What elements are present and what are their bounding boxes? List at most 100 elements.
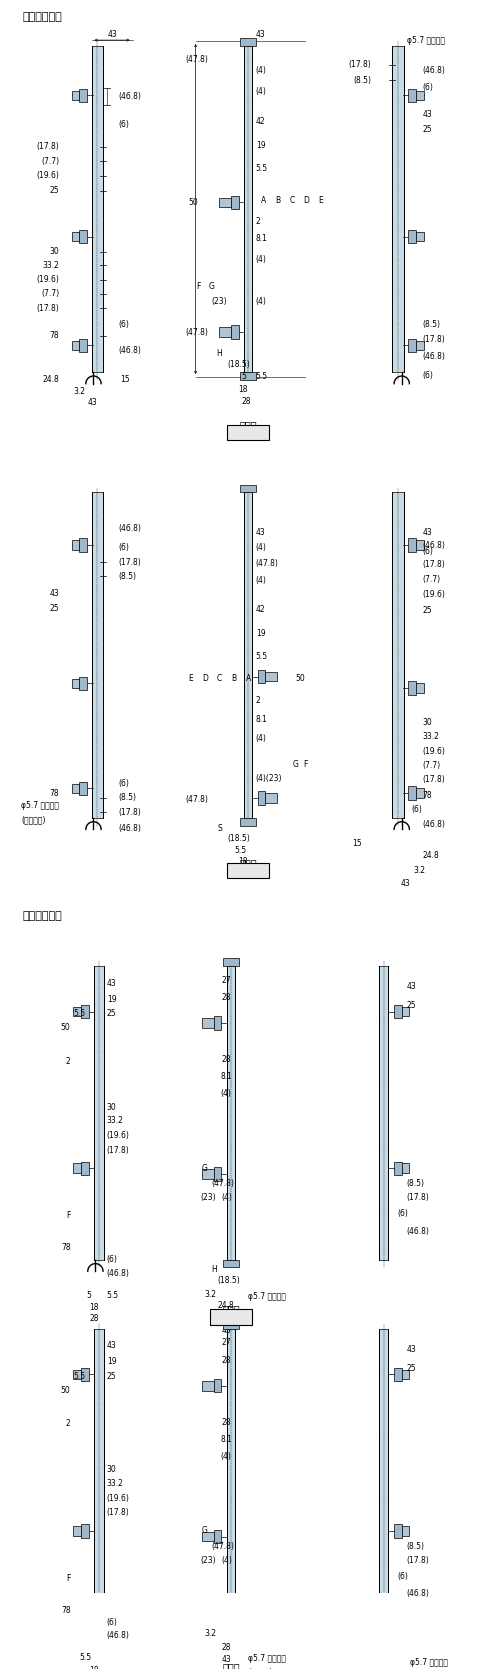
Bar xyxy=(416,541,424,549)
Text: 28: 28 xyxy=(222,1314,231,1322)
Bar xyxy=(266,673,276,681)
Bar xyxy=(79,539,87,552)
Text: (6): (6) xyxy=(107,1255,118,1265)
Bar xyxy=(408,681,416,694)
Text: (46.8): (46.8) xyxy=(422,541,446,551)
Bar xyxy=(402,1525,409,1535)
Text: 28: 28 xyxy=(222,1417,231,1427)
Bar xyxy=(79,781,87,794)
Text: F: F xyxy=(66,1212,70,1220)
Text: (4): (4) xyxy=(256,87,266,97)
Bar xyxy=(74,1006,81,1016)
Text: 18: 18 xyxy=(90,1303,99,1312)
Bar xyxy=(244,45,252,372)
Text: (4): (4) xyxy=(220,1452,232,1460)
Text: (6): (6) xyxy=(397,1572,408,1581)
Text: F: F xyxy=(196,282,200,290)
Bar xyxy=(74,1163,81,1173)
Bar xyxy=(214,1379,222,1392)
Bar xyxy=(92,45,103,372)
Bar xyxy=(79,230,87,244)
Bar xyxy=(408,339,416,352)
Bar xyxy=(416,340,424,350)
Text: 25: 25 xyxy=(50,604,59,614)
Text: 8.1: 8.1 xyxy=(256,714,268,724)
Text: 5: 5 xyxy=(241,372,246,382)
Text: (4): (4) xyxy=(256,67,266,75)
Text: 42: 42 xyxy=(256,117,266,125)
Text: 5.5: 5.5 xyxy=(80,1654,92,1662)
Text: E: E xyxy=(188,674,193,683)
Text: (46.8): (46.8) xyxy=(118,524,141,532)
Text: 24.8: 24.8 xyxy=(42,376,59,384)
Text: (4): (4) xyxy=(256,544,266,552)
Text: 30: 30 xyxy=(107,1465,117,1474)
Text: 3.2: 3.2 xyxy=(204,1290,216,1298)
Bar xyxy=(74,1370,81,1379)
Text: (17.8): (17.8) xyxy=(118,557,141,567)
Text: 受光器: 受光器 xyxy=(222,1662,240,1669)
Text: G: G xyxy=(202,1527,207,1535)
Text: (17.8): (17.8) xyxy=(422,774,446,784)
Bar xyxy=(227,1329,234,1622)
Bar xyxy=(392,45,404,372)
Bar xyxy=(402,1163,409,1173)
Text: 27: 27 xyxy=(222,976,231,985)
Text: (18.5): (18.5) xyxy=(227,834,250,843)
Text: (19.6): (19.6) xyxy=(36,172,59,180)
Bar xyxy=(72,232,79,242)
Bar xyxy=(408,786,416,799)
Text: 《背面安裝》: 《背面安裝》 xyxy=(23,12,62,22)
Text: 25: 25 xyxy=(422,606,432,616)
Bar xyxy=(379,966,388,1260)
Text: (6): (6) xyxy=(107,1617,118,1627)
Text: (6): (6) xyxy=(422,371,434,379)
Text: (18.5): (18.5) xyxy=(227,361,250,369)
Bar xyxy=(214,1530,222,1544)
Text: D: D xyxy=(304,195,309,205)
Text: (17.8): (17.8) xyxy=(107,1509,130,1517)
Text: (47.8): (47.8) xyxy=(185,796,208,804)
Text: 24.8: 24.8 xyxy=(422,851,440,860)
Text: (7.7): (7.7) xyxy=(41,157,59,165)
Text: 19: 19 xyxy=(107,995,117,1003)
Bar xyxy=(79,676,87,689)
Bar xyxy=(202,1380,213,1390)
Text: 43: 43 xyxy=(422,527,432,537)
Text: G: G xyxy=(293,759,298,769)
Bar xyxy=(81,1367,88,1380)
Text: 25: 25 xyxy=(422,125,432,134)
Text: 27: 27 xyxy=(222,1339,231,1347)
Text: 5.5: 5.5 xyxy=(256,165,268,174)
Text: (46.8): (46.8) xyxy=(422,819,446,829)
Text: φ5.7 灰色電線: φ5.7 灰色電線 xyxy=(410,1657,449,1667)
Text: 19: 19 xyxy=(107,1357,117,1367)
Text: 33.2: 33.2 xyxy=(42,260,59,270)
Text: (46.8): (46.8) xyxy=(406,1227,430,1235)
Text: 28: 28 xyxy=(242,870,251,878)
Text: G: G xyxy=(202,1163,207,1173)
Bar xyxy=(231,195,238,209)
Text: (6): (6) xyxy=(118,120,129,129)
Text: 43: 43 xyxy=(400,880,410,888)
Text: 33.2: 33.2 xyxy=(107,1479,124,1487)
Text: F: F xyxy=(66,1574,70,1584)
Text: 19: 19 xyxy=(256,140,266,150)
Text: φ5.7 灰色電線: φ5.7 灰色電線 xyxy=(248,1292,286,1300)
Text: 15: 15 xyxy=(352,840,362,848)
Text: B: B xyxy=(275,195,280,205)
Text: (17.8): (17.8) xyxy=(406,1193,430,1202)
Text: 30: 30 xyxy=(50,247,59,257)
Text: 43: 43 xyxy=(406,983,416,991)
Text: 28: 28 xyxy=(222,993,231,1001)
Text: (17.8): (17.8) xyxy=(348,60,371,70)
Text: (19.6): (19.6) xyxy=(36,275,59,284)
Bar xyxy=(408,88,416,102)
Text: (17.8): (17.8) xyxy=(36,304,59,312)
Bar xyxy=(416,90,424,100)
Text: (8.5): (8.5) xyxy=(406,1542,424,1551)
Text: (8.5): (8.5) xyxy=(353,75,371,85)
Bar xyxy=(74,1525,81,1535)
Text: (17.8): (17.8) xyxy=(422,335,446,344)
Text: 3.2: 3.2 xyxy=(204,1629,216,1639)
